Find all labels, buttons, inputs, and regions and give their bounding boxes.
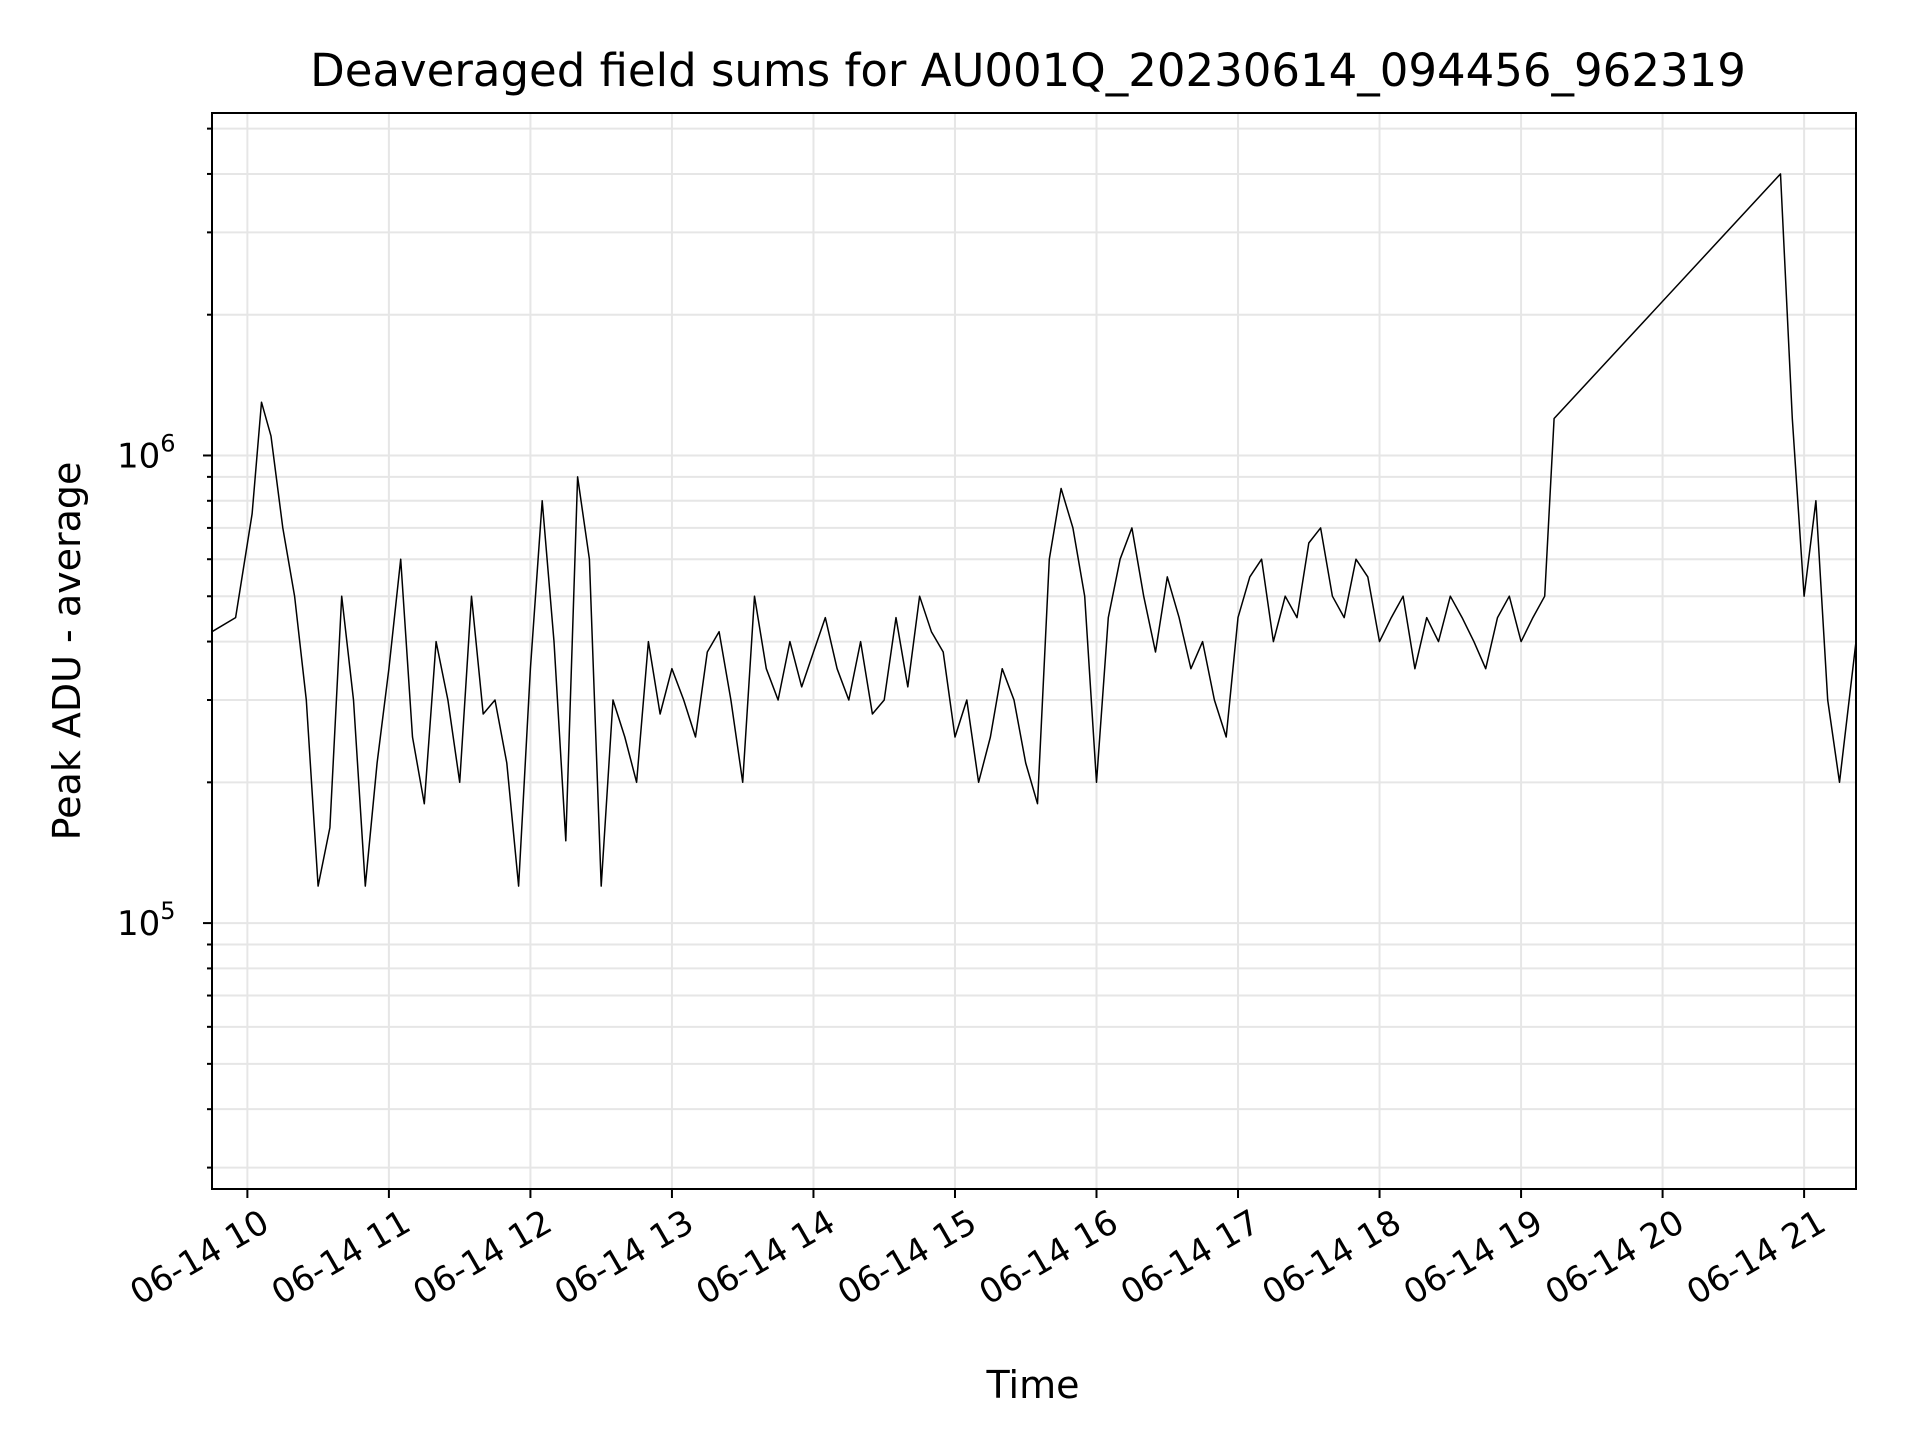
series-line — [211, 173, 1857, 887]
x-tick-label: 06-14 11 — [265, 1202, 417, 1313]
y-tick-label-exponent: 5 — [160, 897, 175, 925]
x-tick-label: 06-14 15 — [831, 1202, 983, 1313]
chart-title: Deaveraged field sums for AU001Q_2023061… — [310, 44, 1746, 97]
x-tick-label: 06-14 10 — [123, 1202, 275, 1313]
y-tick-label: 106 — [117, 429, 176, 476]
series-line-group — [211, 173, 1857, 887]
y-tick-label: 105 — [117, 897, 176, 944]
grid — [212, 113, 1856, 1189]
x-tick-label: 06-14 17 — [1114, 1202, 1266, 1313]
y-tick-label-base: 10 — [117, 436, 160, 476]
x-tick-label: 06-14 19 — [1397, 1202, 1549, 1313]
x-tick-label: 06-14 13 — [548, 1202, 700, 1313]
y-tick-label-exponent: 6 — [160, 429, 175, 457]
x-tick-label: 06-14 21 — [1680, 1202, 1832, 1313]
y-axis-label: Peak ADU - average — [45, 462, 89, 841]
x-tick-label: 06-14 16 — [973, 1202, 1125, 1313]
x-tick-label: 06-14 14 — [690, 1202, 842, 1313]
x-tick-label: 06-14 12 — [407, 1202, 559, 1313]
plot-frame — [211, 112, 1857, 1190]
x-tick-label: 06-14 20 — [1539, 1202, 1691, 1313]
x-tick-label: 06-14 18 — [1256, 1202, 1408, 1313]
x-axis-label: Time — [986, 1363, 1080, 1407]
y-tick-label-base: 10 — [117, 904, 160, 944]
